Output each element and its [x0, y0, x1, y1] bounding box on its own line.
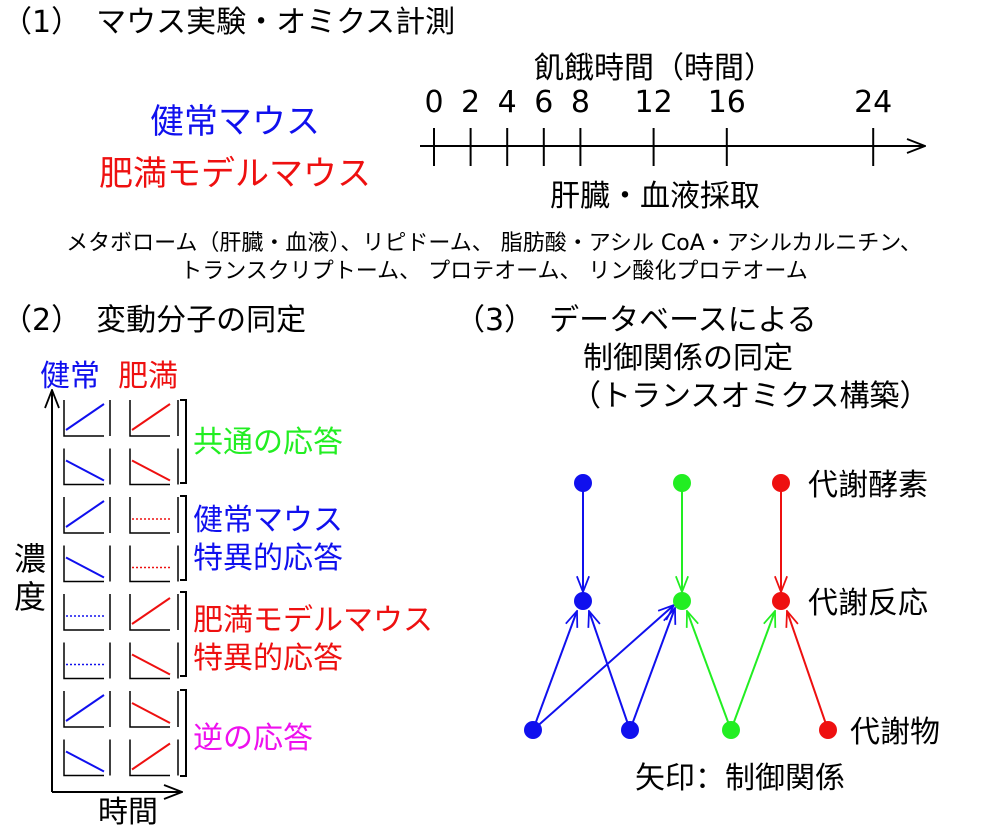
column-obese-label: 肥満	[118, 359, 178, 394]
category-inverse-label: 逆の応答	[193, 721, 313, 756]
obese-mini-axes	[129, 400, 170, 437]
category-healthy-label2: 特異的応答	[193, 541, 343, 576]
healthy-mini-axes	[63, 594, 104, 631]
bracket-inverse-line	[180, 689, 187, 777]
metabolite-node-4	[819, 721, 837, 739]
arrow-caption: 矢印：制御関係	[635, 761, 845, 796]
section3-heading-line2: 制御関係の同定	[583, 341, 793, 376]
sampling-label: 肝臓・血液採取	[550, 179, 760, 214]
edge-met3-to-reaction-red	[730, 611, 775, 731]
healthy-trend-down	[65, 556, 105, 579]
obese-trend-down	[131, 459, 171, 482]
section1-heading: （1） マウス実験・オミクス計測	[2, 5, 455, 40]
enzyme-node-red	[772, 474, 790, 492]
regulatory-network	[524, 474, 837, 739]
obese-mini-axes	[129, 739, 170, 777]
obese-mouse-label: 肥満モデルマウス	[99, 154, 371, 194]
obese-trend-up	[131, 403, 171, 431]
category-common-label: 共通の応答	[193, 425, 343, 460]
edge-met3-to-reaction-green	[687, 611, 732, 731]
healthy-mini-axes	[63, 691, 104, 728]
obese-mini-axes	[129, 642, 170, 680]
obese-mini-axes	[129, 691, 170, 728]
timeline-tick-label-8: 8	[571, 85, 590, 120]
column-healthy-label: 健常	[40, 359, 100, 394]
timeline-tick-label-12: 12	[635, 85, 673, 120]
reaction-node-green	[673, 592, 691, 610]
obese-mini-axes	[129, 545, 170, 583]
bracket-common	[180, 399, 187, 484]
bracket-obese-specific	[180, 591, 187, 677]
edge-met2-to-reaction-blue	[589, 611, 631, 731]
timeline-ticks: 0 2 4 6 8 12 16 24	[424, 85, 892, 166]
healthy-mini-axes	[63, 739, 104, 777]
concentration-axis-label: 濃 度	[14, 540, 46, 616]
layer-metabolite-label: 代謝物	[850, 715, 940, 750]
bracket-healthy-line	[180, 495, 187, 581]
metabolite-node-2	[621, 721, 639, 739]
metabolite-node-3	[722, 721, 740, 739]
edge-met1-to-reaction-green	[532, 605, 674, 731]
timeline-tick-label-0: 0	[424, 85, 443, 120]
healthy-trend-down	[65, 459, 105, 482]
response-pattern-grid	[63, 400, 179, 777]
edge-met4-to-reaction-red	[787, 611, 829, 731]
category-obese-label1: 肥満モデルマウス	[193, 603, 433, 638]
omics-list-line2: トランスクリプトーム、 プロテオーム、 リン酸化プロテオーム	[180, 259, 808, 284]
omics-list-line1: メタボローム（肝臓・血液）、リピドーム、 脂肪酸・アシル CoA・アシルカルニチ…	[66, 231, 922, 256]
obese-trend-down	[131, 702, 171, 724]
obese-trend-down	[131, 653, 171, 676]
obese-mini-axes	[129, 448, 170, 486]
healthy-mini-axes	[63, 400, 104, 437]
healthy-mouse-label: 健常マウス	[150, 102, 320, 142]
bracket-healthy-specific	[180, 495, 187, 581]
section3-heading-line3: （トランスオミクス構築）	[571, 379, 930, 414]
enzyme-node-green	[673, 474, 691, 492]
category-obese-label2: 特異的応答	[193, 641, 343, 676]
bracket-obese-line	[180, 591, 187, 677]
layer-reaction-label: 代謝反応	[808, 586, 928, 621]
timeline-tick-label-4: 4	[498, 85, 517, 120]
timeline-tick-label-6: 6	[534, 85, 553, 120]
timeline-title: 飢餓時間（時間）	[534, 51, 774, 86]
layer-enzyme-label: 代謝酵素	[808, 468, 928, 503]
y-axis-label-char1: 濃	[14, 540, 46, 578]
enzyme-node-blue	[574, 474, 592, 492]
obese-trend-up	[131, 742, 171, 771]
metabolite-node-1	[524, 721, 542, 739]
obese-mini-axes	[129, 594, 170, 631]
category-healthy-label1: 健常マウス	[193, 503, 343, 538]
timeline-tick-label-16: 16	[708, 85, 746, 120]
reaction-node-red	[772, 592, 790, 610]
healthy-mini-axes	[63, 497, 104, 534]
healthy-trend-up	[65, 403, 105, 431]
bracket-inverse	[180, 689, 187, 777]
time-axis-label: 時間	[98, 795, 158, 830]
healthy-trend-up	[65, 694, 105, 722]
y-axis-label-char2: 度	[14, 578, 46, 616]
bracket-common-line	[180, 399, 187, 484]
reaction-node-blue	[574, 592, 592, 610]
healthy-mini-axes	[63, 642, 104, 680]
edge-met1-to-reaction-blue	[532, 611, 577, 731]
obese-trend-up	[131, 597, 171, 625]
section3-heading-line1: （3） データベースによる	[455, 303, 817, 338]
healthy-trend-down	[65, 750, 105, 773]
timeline-tick-label-24: 24	[854, 85, 892, 120]
timeline-tick-label-2: 2	[461, 85, 480, 120]
healthy-trend-up	[65, 500, 105, 528]
healthy-mini-axes	[63, 448, 104, 486]
section2-heading: （2） 変動分子の同定	[2, 303, 306, 338]
edge-met2-to-reaction-green	[629, 608, 675, 731]
obese-mini-axes	[129, 497, 170, 534]
healthy-mini-axes	[63, 545, 104, 583]
